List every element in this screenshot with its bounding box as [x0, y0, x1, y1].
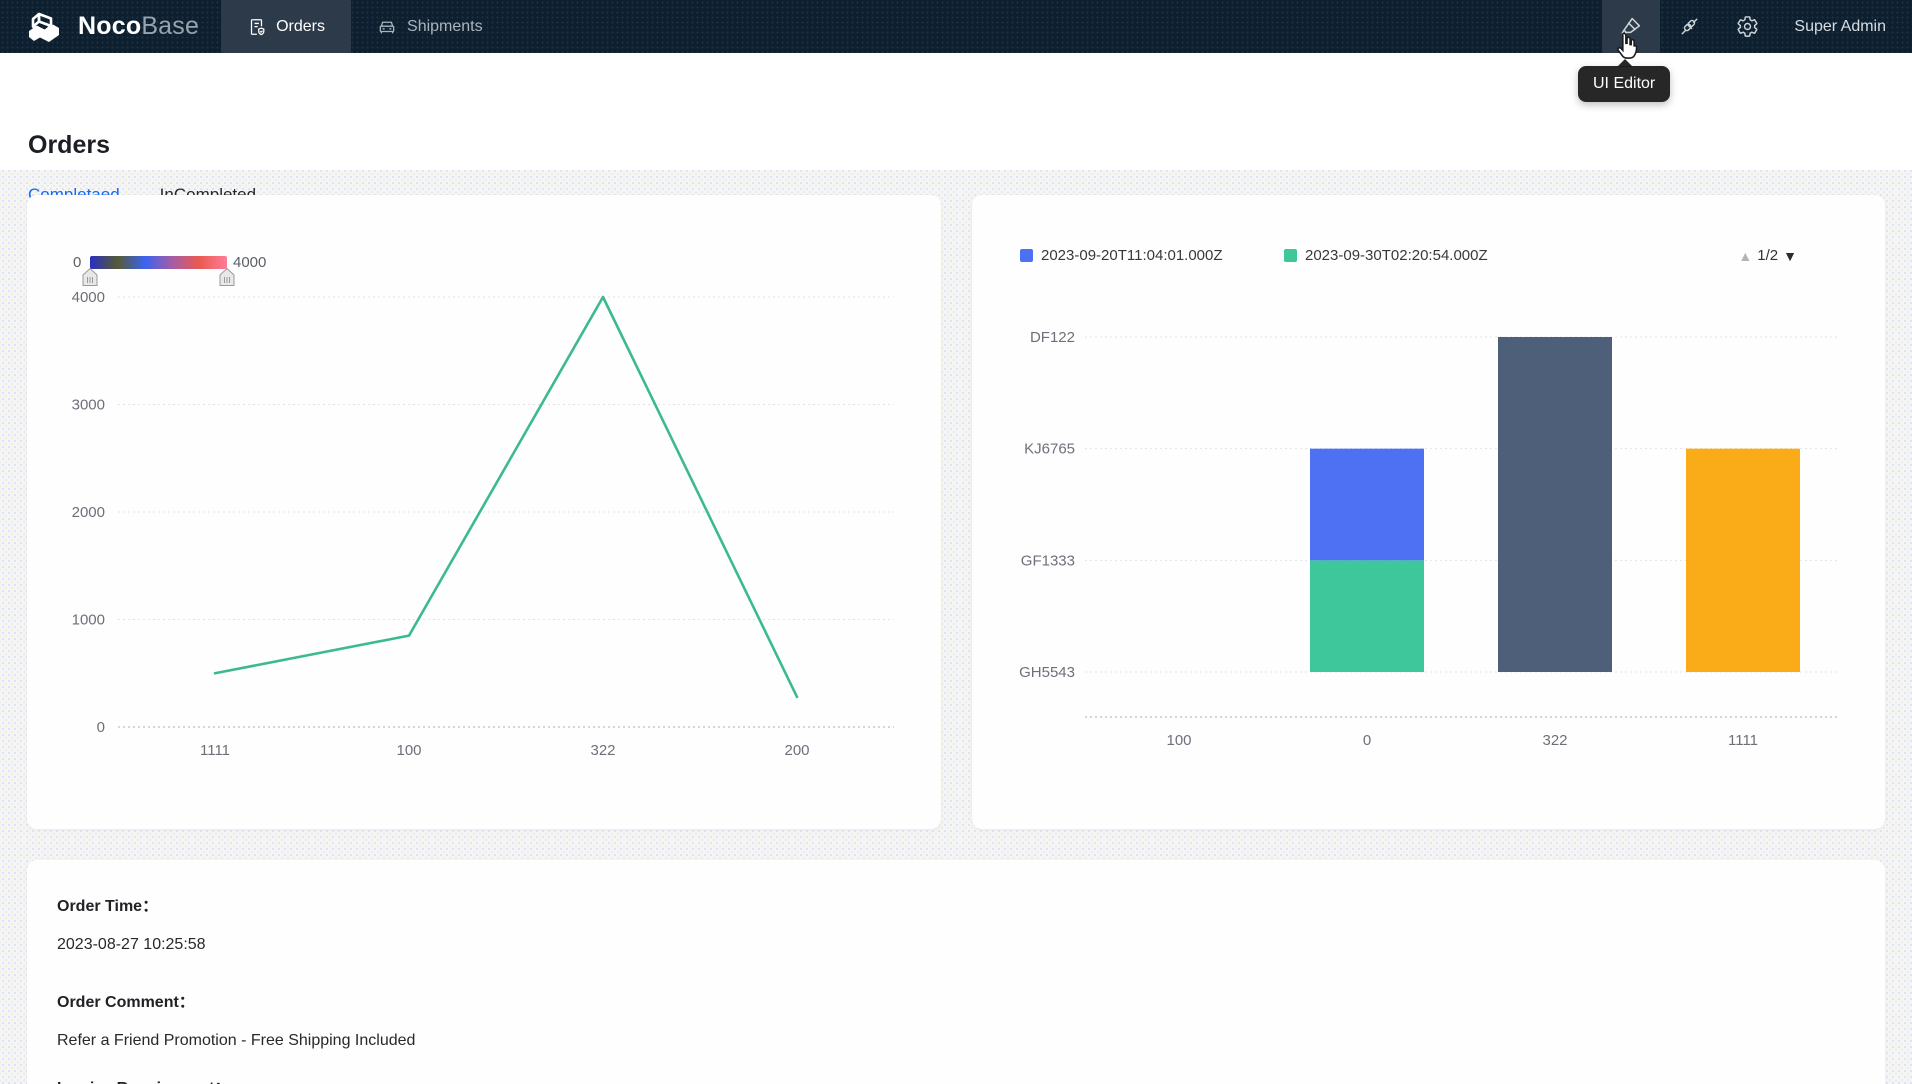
line-chart-card: 0 4000 0 1000 2000 3000 4000 1111 100 322 200 — [27, 195, 941, 829]
visualmap-gradient-bar[interactable] — [90, 256, 227, 269]
gear-icon — [1737, 16, 1758, 37]
nav-item-orders[interactable]: Orders — [221, 0, 352, 53]
svg-text:322: 322 — [1542, 732, 1567, 749]
svg-text:1111: 1111 — [1728, 732, 1758, 749]
legend-swatch-green — [1284, 249, 1297, 262]
plugins-button[interactable] — [1660, 0, 1718, 53]
svg-text:322: 322 — [590, 742, 615, 759]
svg-text:4000: 4000 — [72, 289, 105, 306]
page-title: Orders — [28, 131, 110, 159]
visualmap-handle-right[interactable] — [219, 267, 235, 287]
svg-text:GF1333: GF1333 — [1021, 552, 1075, 569]
line-chart-canvas[interactable]: 0 1000 2000 3000 4000 1111 100 322 200 — [27, 195, 941, 829]
invoice-requirement-label: Invoice Requirement： — [57, 1074, 230, 1084]
svg-text:KJ6765: KJ6765 — [1024, 441, 1075, 458]
brand-light: Base — [141, 12, 200, 40]
legend-label: 2023-09-30T02:20:54.000Z — [1305, 247, 1488, 264]
nav-item-label: Shipments — [407, 17, 483, 35]
svg-text:0: 0 — [97, 719, 105, 736]
car-icon — [379, 21, 395, 33]
legend-page-up-icon[interactable]: ▲ — [1738, 247, 1753, 264]
visualmap-max-label: 4000 — [233, 254, 267, 271]
legend-item-series2[interactable]: 2023-09-30T02:20:54.000Z — [1284, 247, 1488, 264]
svg-text:0: 0 — [1363, 732, 1371, 749]
order-comment-label: Order Comment： — [57, 994, 195, 1011]
visualmap-min-label: 0 — [73, 254, 82, 271]
order-details-card: Order Time： 2023-08-27 10:25:58 Order Co… — [27, 860, 1885, 1084]
legend-page-indicator: 1/2 — [1757, 247, 1779, 264]
hand-cursor — [1617, 32, 1638, 59]
tooltip-text: UI Editor — [1593, 75, 1656, 92]
svg-text:DF122: DF122 — [1030, 329, 1075, 346]
bar-chart-canvas[interactable]: GH5543 GF1333 KJ6765 DF122 100 0 322 1111 — [972, 195, 1885, 829]
brand-bold: Noco — [78, 12, 142, 40]
svg-text:2000: 2000 — [72, 504, 105, 521]
bar-chart-legend: 2023-09-20T11:04:01.000Z 2023-09-30T02:2… — [972, 247, 1885, 265]
ui-editor-tooltip: UI Editor — [1578, 59, 1671, 102]
brand[interactable]: NocoBase — [0, 0, 221, 53]
nav-item-label: Orders — [276, 17, 326, 35]
nav-menu: Orders Shipments — [221, 0, 509, 53]
legend-item-series1[interactable]: 2023-09-20T11:04:01.000Z — [1020, 247, 1223, 264]
legend-label: 2023-09-20T11:04:01.000Z — [1041, 247, 1223, 264]
nav-item-shipments[interactable]: Shipments — [351, 0, 509, 53]
nocobase-logo-icon — [29, 12, 59, 42]
svg-text:100: 100 — [396, 742, 421, 759]
svg-text:200: 200 — [784, 742, 809, 759]
navbar-actions: Super Admin — [1602, 0, 1912, 53]
svg-text:GH5543: GH5543 — [1019, 664, 1075, 681]
svg-text:1000: 1000 — [72, 612, 105, 629]
legend-pager: ▲ 1/2 ▼ — [1738, 247, 1797, 264]
navbar: NocoBase Orders Shipments — [0, 0, 1912, 53]
user-menu[interactable]: Super Admin — [1776, 0, 1912, 53]
legend-swatch-blue — [1020, 249, 1033, 262]
user-name: Super Admin — [1794, 17, 1886, 35]
order-time-value: 2023-08-27 10:25:58 — [57, 936, 206, 953]
visualmap-handle-left[interactable] — [82, 267, 98, 287]
bar-chart-card: 2023-09-20T11:04:01.000Z 2023-09-30T02:2… — [972, 195, 1885, 829]
legend-page-down-icon[interactable]: ▼ — [1783, 247, 1797, 264]
file-check-icon — [250, 18, 265, 35]
plug-icon — [1681, 18, 1698, 35]
brand-name: NocoBase — [78, 12, 199, 41]
svg-text:3000: 3000 — [72, 397, 105, 414]
order-comment-value: Refer a Friend Promotion - Free Shipping… — [57, 1032, 416, 1049]
svg-text:1111: 1111 — [200, 742, 230, 759]
settings-button[interactable] — [1718, 0, 1776, 53]
svg-text:100: 100 — [1166, 732, 1191, 749]
order-time-label: Order Time： — [57, 898, 159, 915]
